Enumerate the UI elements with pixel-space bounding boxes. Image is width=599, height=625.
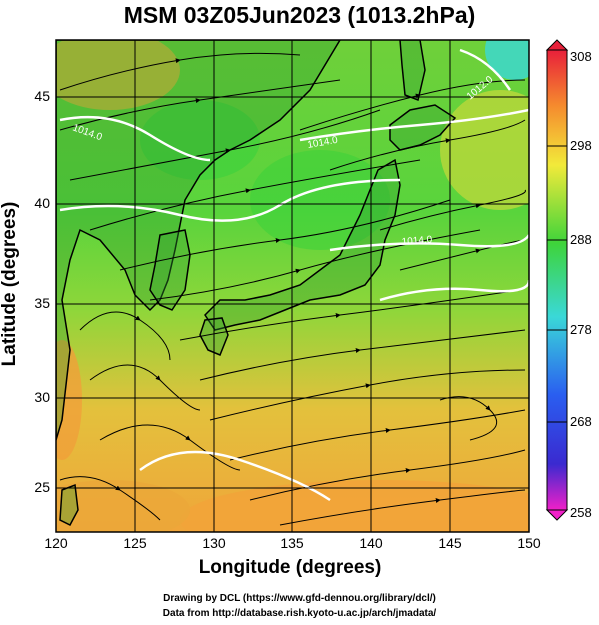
korea-outline (149, 229, 191, 311)
x-tick-label: 135 (280, 535, 304, 551)
x-tick-label: 140 (359, 535, 383, 551)
pressure-contours (59, 48, 529, 502)
coastlines (56, 40, 457, 526)
colorbar (545, 39, 569, 521)
contour-label: 1014.0 (307, 135, 339, 151)
contour-label: 1014.0 (401, 234, 433, 248)
taiwan-outline (59, 483, 79, 526)
credit-drawing: Drawing by DCL (https://www.gfd-dennou.o… (163, 593, 436, 604)
x-tick-label: 145 (438, 535, 462, 551)
y-tick-label: 45 (34, 88, 50, 104)
y-tick-label: 30 (34, 389, 50, 405)
map-title: MSM 03Z05Jun2023 (1013.2hPa) (123, 2, 476, 28)
grid-lines (56, 40, 529, 532)
plot-frame (55, 39, 530, 533)
x-tick-label: 150 (517, 535, 541, 551)
streamlines (59, 52, 526, 526)
x-tick-label: 130 (202, 535, 226, 551)
colorbar-tick-label: 308 (570, 49, 592, 64)
honshu-outline (204, 158, 401, 331)
colorbar-tick-label: 268 (570, 414, 592, 429)
mainland-outline (56, 40, 341, 441)
credit-data-source: Data from http://database.rish.kyoto-u.a… (162, 608, 437, 619)
x-axis-label: Longitude (degrees) (198, 557, 382, 578)
colorbar-tick-label: 288 (570, 232, 592, 247)
y-tick-label: 25 (34, 479, 50, 495)
y-tick-label: 35 (34, 295, 50, 311)
x-tick-label: 120 (44, 535, 68, 551)
sakhalin-outline (399, 40, 426, 102)
colorbar-tick-label: 298 (570, 138, 592, 153)
colorbar-tick-label: 278 (570, 322, 592, 337)
x-tick-label: 125 (123, 535, 147, 551)
colorbar-tick-label: 258 (570, 505, 592, 520)
y-tick-label: 40 (34, 195, 50, 211)
y-axis-label: Latitude (degrees) (0, 201, 20, 367)
hokkaido-outline (389, 104, 457, 151)
